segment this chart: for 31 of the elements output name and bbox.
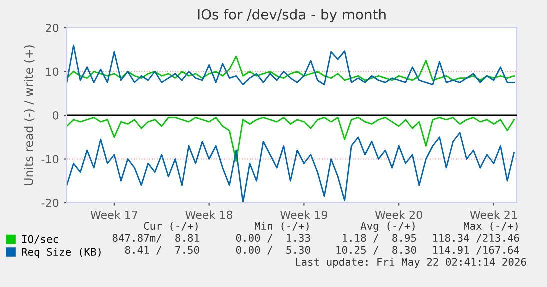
x-tick-label: Week 19 [280, 210, 328, 220]
x-tick-label: Week 20 [375, 210, 422, 220]
text: 1.18 / 8.95 [343, 234, 416, 243]
line-series [67, 116, 515, 162]
text: Last update: Fri May 22 02:41:14 2026 [296, 258, 526, 268]
y-tick-label: 20 [46, 24, 59, 32]
x-tick-label: Week 18 [186, 210, 233, 220]
line-series [67, 44, 515, 86]
y-tick-label: 0 [53, 111, 59, 120]
line-series [67, 132, 515, 203]
text: 118.34 /213.46 [433, 234, 520, 243]
text: 10.25 / 8.30 [336, 246, 416, 255]
line-series [67, 56, 515, 82]
text: 0.00 / 1.33 [236, 234, 310, 243]
text: Cur (-/+) [144, 222, 198, 232]
legend-label: IO/sec [22, 235, 58, 244]
y-tick-label: -20 [42, 198, 59, 208]
text: 847.87m/ 8.81 [112, 234, 200, 243]
text: Avg (-/+) [360, 222, 415, 232]
legend-label: Req Size (KB) [22, 248, 101, 258]
y-axis-title: Units read (-) / write (+) [24, 46, 35, 186]
x-tick-label: Week 17 [90, 210, 138, 220]
text: 8.41 / 7.50 [125, 246, 200, 255]
y-tick-label: -10 [42, 155, 59, 164]
chart-title: IOs for /dev/sda - by month [198, 9, 386, 23]
text: 0.00 / 5.30 [236, 246, 310, 255]
y-tick-label: 10 [46, 68, 59, 76]
text: Max (-/+) [464, 222, 518, 232]
text: 114.91 /167.64 [433, 246, 520, 255]
text: Min (-/+) [254, 222, 309, 232]
x-tick-label: Week 21 [470, 210, 517, 220]
